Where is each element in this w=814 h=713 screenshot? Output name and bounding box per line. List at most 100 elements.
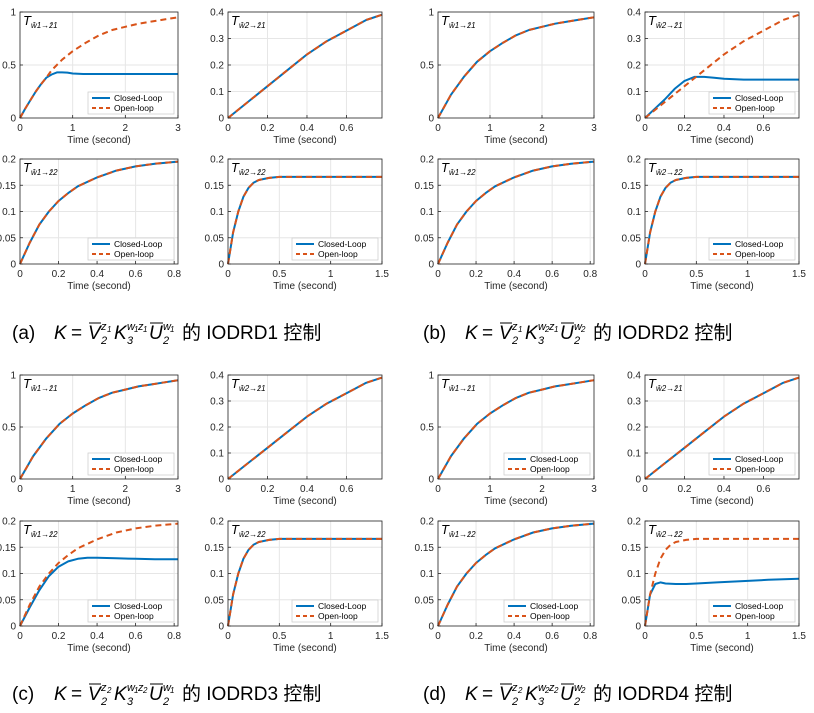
panel-title: Tŵ2→ẑ1 [231,376,266,393]
y-tick-label: 0.15 [415,543,435,554]
chart-panel: 0 0.5 1 1.5 0 0.05 0.1 0.15 0.2 Time (second) Tŵ2→… [622,155,807,293]
x-tick-label: 0 [17,269,23,280]
legend-open-label: Open-loop [114,611,154,621]
legend-open-label: Open-loop [735,103,775,113]
x-tick-label: 3 [591,484,597,495]
x-tick-label: 0.6 [545,269,559,280]
x-axis-label: Time (second) [484,496,548,507]
panel-title-symbol: T [441,376,450,391]
y-tick-label: 0.5 [420,61,434,72]
legend-closed-label: Closed-Loop [114,454,162,464]
x-tick-label: 0.2 [678,484,692,495]
y-tick-label: 0.2 [210,155,224,166]
x-axis-label: Time (second) [67,135,131,146]
x-tick-label: 0.2 [678,123,692,134]
open-loop-line [437,160,595,265]
caption-V-sub: 2 [100,696,107,708]
caption-K3-sup-b-sub: 2 [553,686,559,695]
caption-K3: K [525,323,539,344]
caption-K3-sub: 3 [127,696,134,708]
caption-label: (b) [423,323,446,344]
y-tick-label: 0 [10,475,16,486]
panel-title-symbol: T [648,160,657,175]
caption-K: K [465,323,479,344]
y-tick-label: 0 [218,260,224,271]
y-tick-label: 1 [10,371,16,382]
legend-open-label: Open-loop [735,249,775,259]
y-tick-label: 0.05 [0,233,16,244]
caption-suffix: 的 IODRD3 控制 [182,683,321,705]
legend-closed-label: Closed-Loop [735,239,783,249]
x-tick-label: 0 [435,631,441,642]
x-tick-label: 0.5 [689,631,703,642]
panel-title-symbol: T [231,13,240,28]
y-tick-label: 0.1 [210,449,224,460]
y-tick-label: 0.1 [2,569,16,580]
legend-closed-label: Closed-Loop [114,239,162,249]
caption-V-sup-sub: 1 [518,325,522,334]
x-tick-label: 3 [175,123,181,134]
caption-K3-sub: 3 [538,696,545,708]
closed-loop-line [227,175,382,265]
x-tick-label: 0.8 [583,631,597,642]
x-tick-label: 0.6 [340,123,354,134]
x-tick-label: 0.6 [757,123,771,134]
y-tick-label: 0.1 [2,207,16,218]
x-tick-label: 0.5 [272,631,286,642]
y-tick-label: 0.05 [415,233,435,244]
x-axis-label: Time (second) [484,281,548,292]
x-tick-label: 0 [435,269,441,280]
y-tick-label: 0.05 [415,595,435,606]
x-tick-label: 1.5 [792,631,806,642]
y-tick-label: 0 [428,622,434,633]
y-tick-label: 0.4 [210,371,224,382]
caption-K3-sub: 3 [127,335,134,347]
caption-K3-sup-a: w [538,321,547,333]
caption-K3-sup-b: z [548,321,555,333]
x-axis-label: Time (second) [690,281,754,292]
panel-title-symbol: T [648,522,657,537]
panel-title: Tŵ1→ẑ2 [23,160,58,177]
caption-K: K [54,323,68,344]
panel-title: Tŵ2→ẑ1 [231,13,266,30]
y-tick-label: 0.15 [205,181,225,192]
panel-title-subscript: ŵ2→ẑ1 [656,21,683,30]
panel-title-subscript: ŵ1→ẑ2 [31,530,58,539]
y-tick-label: 0.2 [420,155,434,166]
y-tick-label: 0.3 [210,397,224,408]
caption-K3: K [114,684,128,705]
x-axis-label: Time (second) [273,496,337,507]
x-tick-label: 2 [539,123,545,134]
caption-K3-sup-a-sub: 1 [134,325,138,334]
legend-open-label: Open-loop [530,464,570,474]
y-tick-label: 0.05 [622,595,642,606]
x-tick-label: 0 [642,484,648,495]
y-tick-label: 0 [635,260,641,271]
x-tick-label: 2 [123,123,129,134]
y-tick-label: 0 [218,114,224,125]
caption-equals: = [482,684,493,705]
panel-title-subscript: ŵ2→ẑ2 [656,530,683,539]
caption-V-sup: z [100,321,107,333]
closed-loop-line [644,577,800,627]
x-tick-label: 0 [435,123,441,134]
y-tick-label: 0.1 [210,207,224,218]
y-tick-label: 0 [428,260,434,271]
y-tick-label: 0.1 [420,569,434,580]
legend-open-label: Open-loop [318,611,358,621]
panel-title-symbol: T [441,160,450,175]
caption-label: (d) [423,684,446,705]
y-tick-label: 0.1 [627,449,641,460]
x-tick-label: 0.4 [90,269,104,280]
y-tick-label: 0.2 [210,423,224,434]
x-tick-label: 0 [642,631,648,642]
y-tick-label: 0.1 [420,207,434,218]
panel-title-symbol: T [23,13,32,28]
legend-closed-label: Closed-Loop [114,601,162,611]
caption-U-sub: 2 [162,696,169,708]
